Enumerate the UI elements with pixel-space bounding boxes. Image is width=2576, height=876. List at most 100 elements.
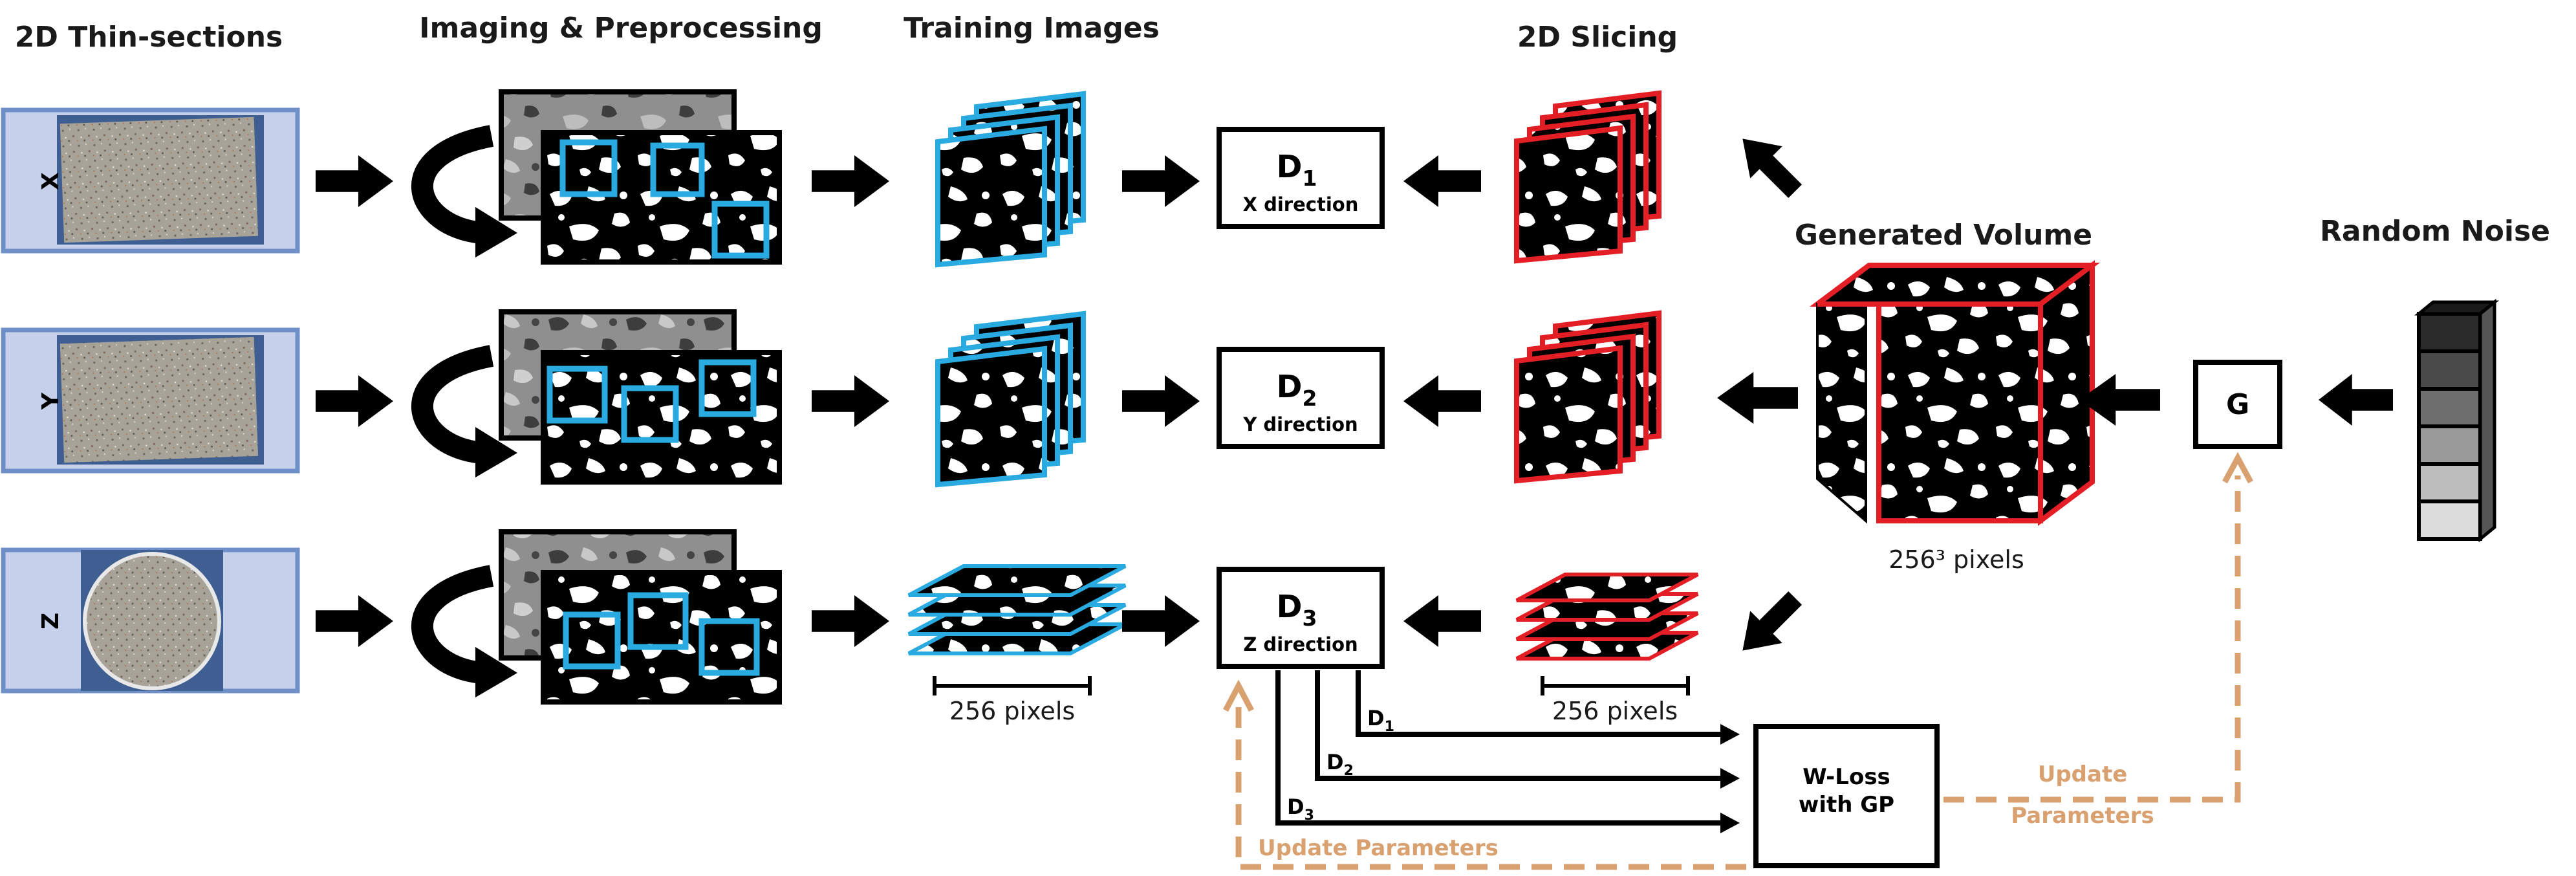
generator-label: G [2226, 388, 2249, 421]
slicing-stack-1 [1514, 90, 1661, 264]
header-generated-volume: Generated Volume [1795, 219, 2092, 252]
imaging-stack-1 [411, 89, 782, 265]
scale-label-training: 256 pixels [949, 697, 1075, 725]
generated-volume-cube [1810, 260, 2100, 526]
discriminator-label: D3 [1277, 589, 1317, 631]
arrow-slice-to-disc-1 [1403, 155, 1481, 207]
cube-left [1816, 303, 1867, 524]
crop-box-2 [621, 385, 679, 443]
header-random-noise: Random Noise [2320, 215, 2550, 248]
thin-section-z: Z [1, 547, 300, 694]
crop-box-1 [559, 139, 618, 197]
discriminator-box [1217, 127, 1385, 229]
noise-cell [2417, 462, 2482, 503]
axis-label-z: Z [38, 613, 64, 630]
generated-slice [1515, 573, 1699, 602]
arrow-imaging-to-training-2 [812, 375, 889, 427]
feed-label-3: D3 [1287, 794, 1314, 824]
header-2d-slicing: 2D Slicing [1517, 21, 1678, 54]
training-slice [935, 126, 1047, 268]
generated-slice [1514, 125, 1623, 264]
generated-slice [1514, 345, 1623, 484]
binary-image [541, 130, 782, 265]
loss-label-line2: with GP [1799, 792, 1894, 818]
axis-label-y: Y [38, 392, 64, 410]
training-slice [935, 345, 1047, 488]
cube-front [1876, 301, 2043, 523]
loss-box [1753, 724, 1940, 868]
arrow-thin-to-imaging-1 [316, 155, 393, 207]
update-label-bottom: Update Parameters [1258, 835, 1499, 861]
discriminator-2 [1217, 347, 1385, 449]
feed-label-1: D1 [1367, 706, 1394, 735]
crop-box-3 [698, 618, 760, 676]
curved-arrow-head-3 [475, 647, 517, 697]
training-stack-2 [935, 311, 1086, 488]
update-label-right-line1: Update [2038, 761, 2128, 787]
training-stack-3 [907, 564, 1127, 655]
rock-sample [83, 552, 221, 690]
imaging-stack-3 [411, 529, 782, 705]
discriminator-direction: X direction [1243, 193, 1359, 215]
training-slice [907, 564, 1127, 597]
slicing-stack-2 [1514, 310, 1661, 484]
discriminator-label: D2 [1277, 369, 1317, 411]
training-stack-1 [935, 91, 1086, 268]
arrow-training-to-disc-2 [1122, 375, 1200, 427]
curved-arrow-3 [411, 565, 494, 684]
generator-box [2193, 360, 2282, 449]
thin-section-x: X [1, 107, 300, 254]
header-imaging-preprocessing: Imaging & Preprocessing [419, 12, 823, 45]
scale-label-slices: 256 pixels [1552, 697, 1678, 725]
header-thin-sections: 2D Thin-sections [15, 21, 283, 54]
arrow-g-to-volume [2079, 374, 2160, 426]
arrow-volume-to-slice-y [1717, 372, 1798, 424]
noise-cell [2417, 424, 2482, 466]
update-label-right-line2: Parameters [2011, 803, 2154, 829]
binary-image [541, 570, 782, 705]
arrow-slice-to-disc-3 [1403, 595, 1481, 647]
noise-cell [2417, 349, 2482, 391]
crop-box-1 [547, 366, 608, 424]
loss-label-line1: W-Loss [1802, 764, 1890, 790]
binary-image [541, 350, 782, 485]
discriminator-1 [1217, 127, 1385, 229]
noise-cell [2417, 387, 2482, 428]
update-arrow-to-disc-head [1223, 679, 1254, 712]
noise-side-face [2478, 298, 2496, 543]
feed-arrow-1-head [1720, 724, 1740, 745]
discriminator-direction: Y direction [1242, 413, 1358, 435]
arrow-thin-to-imaging-3 [316, 595, 393, 647]
update-arrow-to-g-head [2222, 452, 2253, 484]
discriminator-direction: Z direction [1243, 633, 1358, 655]
update-arrow-to-disc [1235, 702, 1746, 870]
crop-box-2 [627, 592, 689, 650]
crop-box-2 [650, 142, 705, 197]
arrow-noise-to-g [2319, 374, 2393, 426]
curved-arrow-1 [411, 125, 494, 244]
crop-box-1 [563, 611, 621, 670]
update-arrow-to-g [1943, 476, 2241, 803]
discriminator-box [1217, 567, 1385, 669]
discriminator-label: D1 [1277, 149, 1317, 191]
arrow-volume-to-slice-z [1742, 591, 1802, 651]
scale-label-volume: 256³ pixels [1889, 545, 2024, 574]
axis-label-x: X [38, 172, 64, 190]
arrow-shape [1742, 138, 1802, 199]
curved-arrow-head-2 [475, 427, 517, 477]
arrow-imaging-to-training-3 [812, 595, 889, 647]
discriminator-3 [1217, 567, 1385, 669]
arrow-slice-to-disc-2 [1403, 375, 1481, 427]
random-noise-vector [2414, 298, 2500, 543]
feed-arrow-2-head [1720, 768, 1740, 789]
arrow-training-to-disc-3 [1122, 595, 1200, 647]
arrow-thin-to-imaging-2 [316, 375, 393, 427]
noise-cell [2417, 499, 2482, 541]
curved-arrow-2 [411, 345, 494, 464]
thin-section-y: Y [1, 327, 300, 474]
cube-right [2038, 260, 2095, 526]
crop-box-3 [711, 201, 770, 259]
curved-arrow-head-1 [475, 207, 517, 257]
arrow-volume-to-slice-x [1742, 138, 1802, 199]
